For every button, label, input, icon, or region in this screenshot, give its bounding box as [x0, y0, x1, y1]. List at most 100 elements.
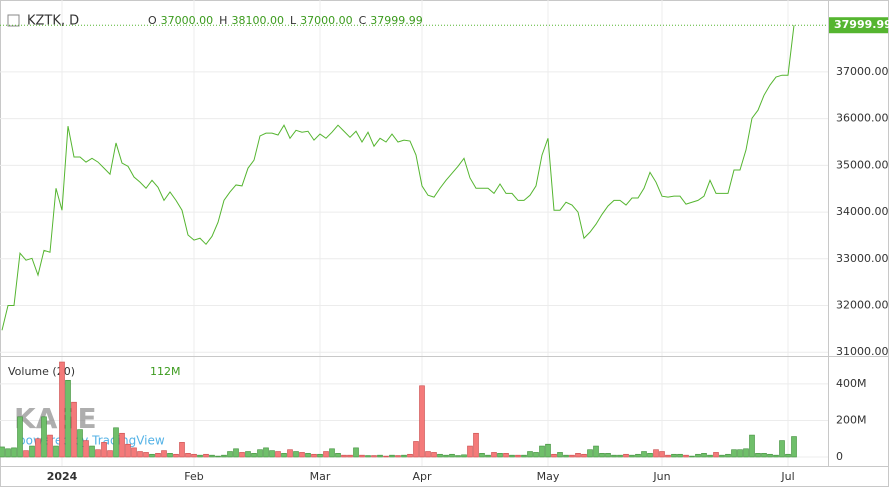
y-tick-label: 35000.00	[836, 158, 889, 171]
ohlc-value: 37000.00	[161, 14, 214, 27]
volume-bar	[281, 453, 287, 458]
volume-bar	[287, 449, 293, 458]
volume-value: 112M	[150, 365, 181, 378]
volume-bar	[671, 453, 677, 458]
volume-bar	[419, 385, 425, 458]
volume-bar	[209, 454, 215, 458]
volume-bar	[215, 455, 221, 458]
volume-bar	[71, 401, 77, 458]
volume-bar	[581, 453, 587, 458]
volume-bar	[299, 452, 305, 458]
volume-bar	[533, 452, 539, 458]
volume-bar	[665, 454, 671, 458]
volume-bar	[323, 451, 329, 458]
volume-bar	[83, 440, 89, 458]
volume-bar	[179, 442, 185, 458]
y-tick-label: 34000.00	[836, 205, 889, 218]
ohlc-key: H	[219, 14, 227, 27]
volume-bar	[395, 455, 401, 458]
volume-bar	[473, 432, 479, 458]
volume-bar	[107, 450, 113, 458]
volume-bar	[551, 453, 557, 458]
volume-bar	[593, 445, 599, 458]
volume-bar	[779, 440, 785, 458]
volume-bar	[293, 451, 299, 458]
volume-bar	[233, 448, 239, 458]
y-tick-label: 37000.00	[836, 65, 889, 78]
volume-bar	[17, 416, 23, 458]
volume-bar	[731, 449, 737, 458]
volume-bar	[623, 453, 629, 458]
volume-bar	[95, 449, 101, 458]
volume-bar	[59, 361, 65, 458]
volume-bar	[5, 448, 11, 458]
volume-bar	[713, 452, 719, 458]
volume-bar	[275, 451, 281, 458]
volume-bar	[755, 453, 761, 458]
volume-bar	[371, 455, 377, 458]
volume-bar	[239, 452, 245, 458]
volume-bar	[101, 442, 107, 458]
x-tick-label: 2024	[47, 470, 78, 483]
x-tick-label: Apr	[412, 470, 432, 483]
volume-bar	[521, 454, 527, 458]
volume-bar	[653, 449, 659, 458]
x-tick-label: Jul	[780, 470, 794, 483]
volume-bar	[221, 454, 227, 458]
volume-bar	[251, 453, 257, 458]
volume-bar	[341, 454, 347, 458]
volume-bar	[245, 451, 251, 458]
ohlc-key: O	[148, 14, 157, 27]
volume-bar	[605, 453, 611, 458]
volume-bar	[617, 454, 623, 458]
collapse-button[interactable]	[7, 14, 20, 27]
volume-bar	[125, 443, 131, 458]
volume-bar	[599, 453, 605, 458]
volume-bar	[497, 453, 503, 458]
volume-bar	[131, 447, 137, 458]
ohlc-key: C	[359, 14, 367, 27]
volume-bar	[767, 453, 773, 458]
price-line	[1, 25, 795, 331]
volume-bar	[407, 453, 413, 458]
x-tick-label: Feb	[184, 470, 203, 483]
volume-bar	[611, 454, 617, 458]
y-tick-label: 400M	[836, 377, 867, 390]
volume-bar	[191, 453, 197, 458]
volume-bar	[527, 451, 533, 458]
volume-bar	[743, 448, 749, 458]
volume-bar	[749, 434, 755, 458]
volume-bar	[719, 454, 725, 458]
ohlc-value: 37999.99	[370, 14, 423, 27]
volume-bar	[227, 451, 233, 458]
y-tick-label: 0	[836, 450, 843, 463]
volume-bar	[257, 449, 263, 458]
y-tick-label: 31000.00	[836, 345, 889, 358]
volume-bar	[569, 454, 575, 458]
volume-bar	[137, 451, 143, 458]
y-tick-label: 33000.00	[836, 252, 889, 265]
volume-bar	[557, 452, 563, 458]
volume-bar	[635, 453, 641, 458]
last-price-box	[829, 17, 888, 34]
volume-bar	[119, 432, 125, 458]
volume-bar	[263, 447, 269, 458]
volume-bar	[353, 447, 359, 458]
y-tick-label: 36000.00	[836, 112, 889, 125]
volume-bar	[149, 453, 155, 458]
volume-bar	[143, 452, 149, 458]
volume-bar	[761, 453, 767, 458]
volume-bar	[437, 453, 443, 458]
volume-bar	[695, 453, 701, 458]
x-tick-label: May	[537, 470, 560, 483]
volume-bar	[203, 453, 209, 458]
volume-bar	[431, 452, 437, 458]
volume-bar	[449, 453, 455, 458]
volume-bar	[737, 449, 743, 458]
volume-bar	[545, 443, 551, 458]
volume-bar	[479, 453, 485, 458]
volume-bar	[0, 446, 5, 458]
volume-bar	[305, 453, 311, 458]
y-tick-label: 200M	[836, 413, 867, 426]
